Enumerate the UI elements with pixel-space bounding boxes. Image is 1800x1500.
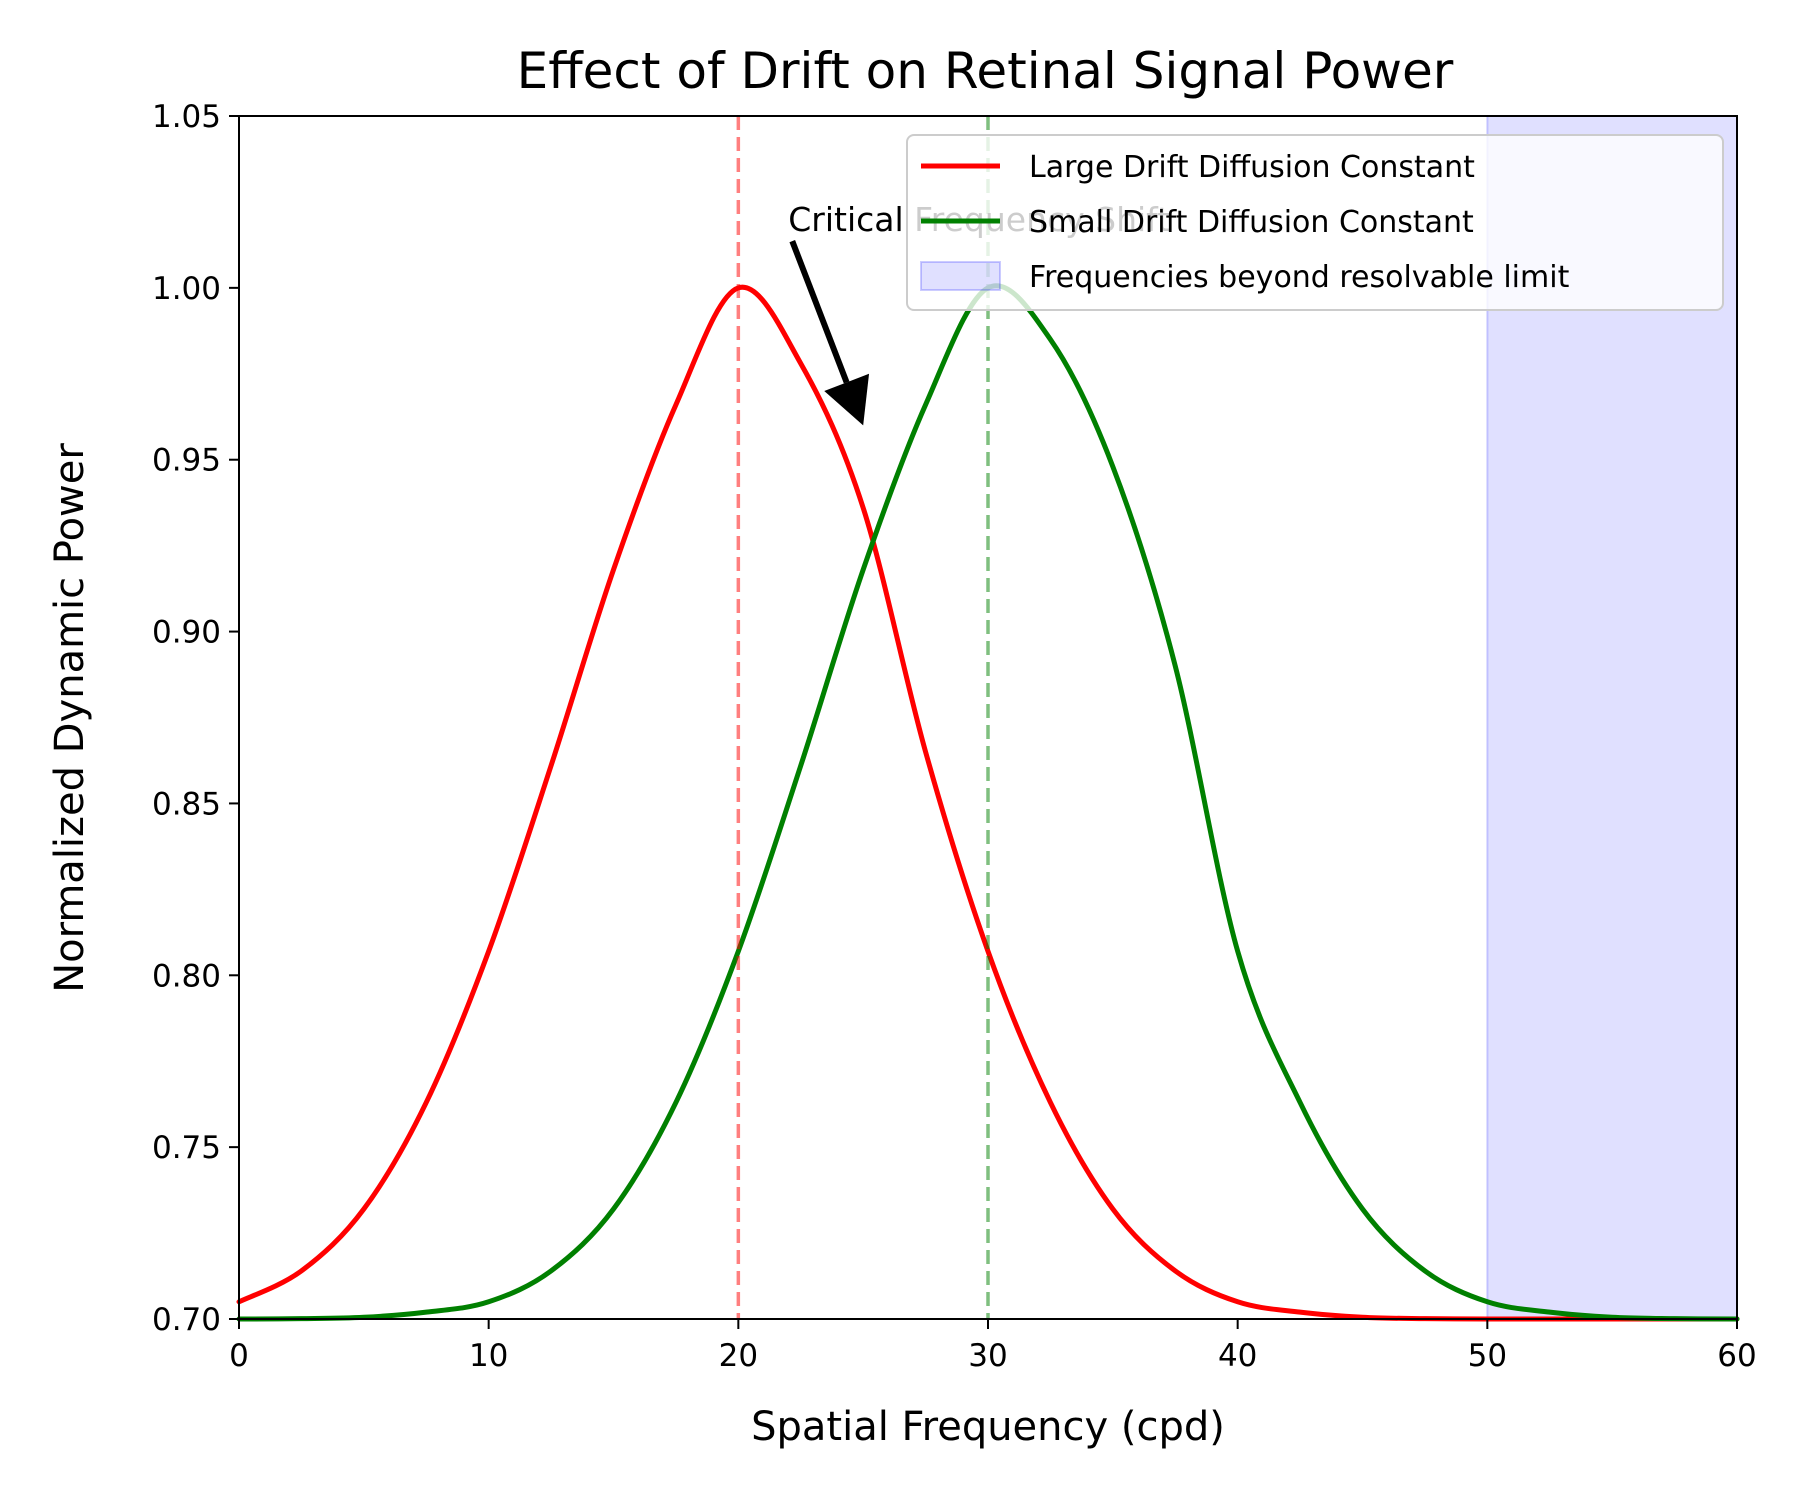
x-tick-label-40: 40 [1218, 1338, 1257, 1374]
legend-label-large-drift-diffusion-constant: Large Drift Diffusion Constant [1029, 150, 1475, 185]
plot-area [236, 115, 1740, 1322]
y-axis-ticks: 0.70 0.75 0.80 0.85 0.90 0.95 1.00 1.05 [152, 99, 239, 1338]
y-tick-label-1.00: 1.00 [152, 271, 221, 307]
x-axis-label: Spatial Frequency (cpd) [751, 1404, 1225, 1450]
x-tick-label-10: 10 [469, 1338, 508, 1374]
legend-label-small-drift-diffusion-constant: Small Drift Diffusion Constant [1029, 205, 1474, 240]
y-tick-label-0.80: 0.80 [152, 958, 221, 994]
y-axis-label: Normalized Dynamic Power [47, 443, 93, 993]
legend-swatch-frequencies-beyond-resolvable-limit [920, 261, 1001, 291]
x-tick-label-50: 50 [1468, 1338, 1507, 1374]
legend: Large Drift Diffusion Constant Small Drif… [906, 134, 1724, 311]
annotation-arrow-shaft [789, 240, 850, 384]
shaded-region-resolvable-limit [1486, 115, 1739, 1320]
y-tick-label-1.05: 1.05 [152, 99, 221, 135]
annotation-arrow-head [824, 373, 870, 426]
y-tick-label-0.70: 0.70 [152, 1302, 221, 1338]
x-tick-label-30: 30 [968, 1338, 1007, 1374]
y-tick-label-0.90: 0.90 [152, 615, 221, 651]
x-tick-label-60: 60 [1717, 1338, 1756, 1374]
y-tick-label-0.95: 0.95 [152, 443, 221, 479]
x-axis-ticks: 0 10 20 30 40 50 60 [229, 1319, 1757, 1374]
chart-title: Effect of Drift on Retinal Signal Power [517, 42, 1454, 100]
x-tick-label-20: 20 [719, 1338, 758, 1374]
legend-box [906, 134, 1724, 311]
legend-label-frequencies-beyond-resolvable-limit: Frequencies beyond resolvable limit [1029, 260, 1570, 295]
y-tick-label-0.75: 0.75 [152, 1130, 221, 1166]
y-tick-label-0.85: 0.85 [152, 786, 221, 822]
x-tick-label-0: 0 [229, 1338, 249, 1374]
